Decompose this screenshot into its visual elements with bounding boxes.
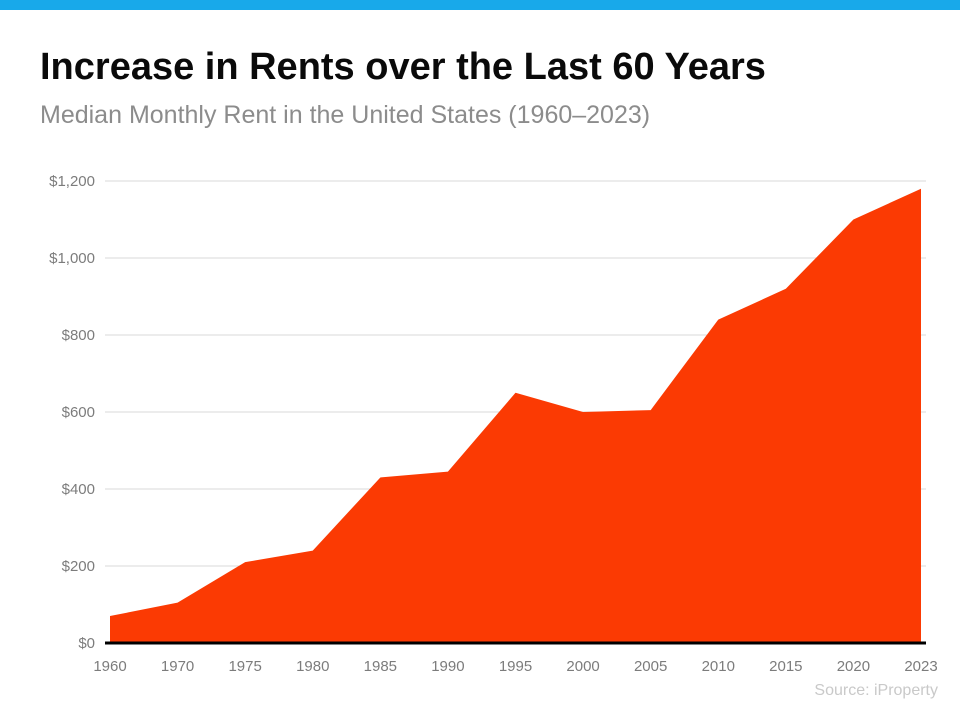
- y-tick-label: $400: [62, 481, 95, 498]
- page-title: Increase in Rents over the Last 60 Years: [40, 46, 766, 88]
- y-tick-label: $200: [62, 558, 95, 575]
- x-tick-label: 1995: [499, 658, 532, 675]
- x-tick-label: 1975: [228, 658, 261, 675]
- source-credit: Source: iProperty: [814, 682, 938, 699]
- rent-area-series: [110, 188, 921, 643]
- x-tick-label: 2000: [566, 658, 599, 675]
- y-tick-label: $0: [78, 635, 95, 652]
- y-tick-label: $600: [62, 404, 95, 421]
- x-tick-label: 1985: [364, 658, 397, 675]
- accent-top-bar: [0, 0, 960, 10]
- x-tick-label: 2005: [634, 658, 667, 675]
- page-subtitle: Median Monthly Rent in the United States…: [40, 101, 651, 129]
- x-tick-label: 1990: [431, 658, 464, 675]
- x-tick-label: 2020: [837, 658, 870, 675]
- x-tick-label: 1970: [161, 658, 194, 675]
- x-tick-label: 1960: [93, 658, 126, 675]
- rent-area-chart: $0 $200 $400 $600 $800 $1,000 $1,200 1960 1970 19…: [49, 173, 938, 675]
- y-tick-label: $1,000: [49, 250, 95, 267]
- x-tick-label: 2023: [904, 658, 937, 675]
- x-tick-label: 2015: [769, 658, 802, 675]
- x-tick-label: 1980: [296, 658, 329, 675]
- x-tick-label: 2010: [702, 658, 735, 675]
- y-tick-label: $800: [62, 327, 95, 344]
- y-tick-label: $1,200: [49, 173, 95, 190]
